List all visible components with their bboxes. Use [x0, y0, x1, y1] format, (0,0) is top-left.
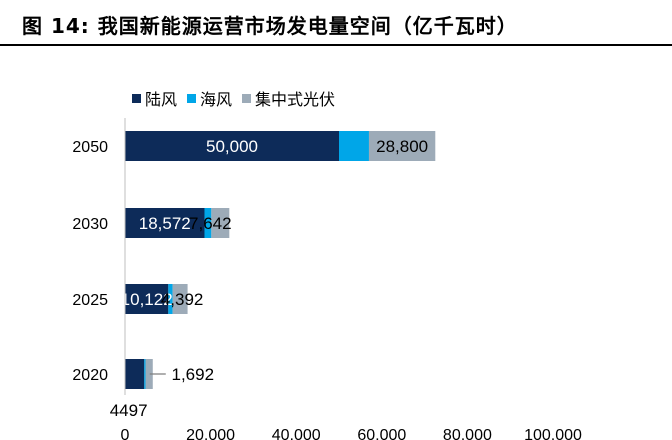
- legend-swatch-0: [132, 93, 141, 103]
- category-label-2050: 2050: [72, 139, 108, 156]
- x-tick-label-1: 20,000: [186, 427, 235, 440]
- data-label-2030-2: 7,642: [189, 214, 232, 233]
- legend-item-0: 陆风: [132, 86, 177, 110]
- figure-title: 图 14: 我国新能源运营市场发电量空间（亿千瓦时）: [22, 14, 518, 38]
- data-label-2020-2: 1,692: [171, 365, 214, 384]
- bar-2050-series-1: [339, 131, 369, 161]
- legend-label-2: 集中式光伏: [255, 90, 336, 109]
- x-tick-label-4: 80,000: [443, 427, 492, 440]
- x-tick-label-0: 0: [121, 427, 130, 440]
- legend-swatch-2: [242, 93, 252, 103]
- legend-swatch-1: [187, 93, 197, 103]
- x-tick-label-5: 100,000: [524, 427, 582, 440]
- bar-2020-series-2: [145, 359, 153, 389]
- data-label-2025-2: 4,392: [161, 290, 204, 309]
- data-label-2050-2: 28,800: [376, 137, 428, 156]
- x-tick-label-2: 40,000: [272, 427, 321, 440]
- data-label-2050-0: 50,000: [206, 137, 258, 156]
- chart-legend: 陆风 海风 集中式光伏: [132, 86, 345, 110]
- data-label-2025-0: 10,122: [121, 290, 173, 309]
- data-label-2020-0: 4497: [110, 401, 148, 420]
- legend-item-1: 海风: [187, 86, 232, 110]
- legend-label-0: 陆风: [145, 90, 178, 109]
- bar-2025-series-1: [168, 284, 173, 314]
- bar-2030-series-1: [204, 208, 212, 238]
- bar-2025-series-2: [172, 284, 188, 314]
- bar-2030-series-0: [125, 208, 205, 238]
- legend-item-2: 集中式光伏: [242, 86, 335, 110]
- category-label-2020: 2020: [72, 367, 108, 384]
- category-label-2030: 2030: [72, 216, 108, 233]
- bar-2050-series-0: [125, 131, 339, 161]
- title-bar: 图 14: 我国新能源运营市场发电量空间（亿千瓦时）: [0, 0, 672, 46]
- bar-2030-series-2: [211, 208, 230, 238]
- data-label-2030-0: 18,572: [139, 214, 191, 233]
- bar-2050-series-2: [368, 131, 436, 161]
- bar-2025-series-0: [125, 284, 169, 314]
- x-tick-label-3: 60,000: [357, 427, 406, 440]
- bar-2020-series-0: [125, 359, 145, 389]
- bar-2020-series-1: [144, 359, 146, 389]
- legend-label-1: 海风: [200, 90, 233, 109]
- category-label-2025: 2025: [72, 292, 108, 309]
